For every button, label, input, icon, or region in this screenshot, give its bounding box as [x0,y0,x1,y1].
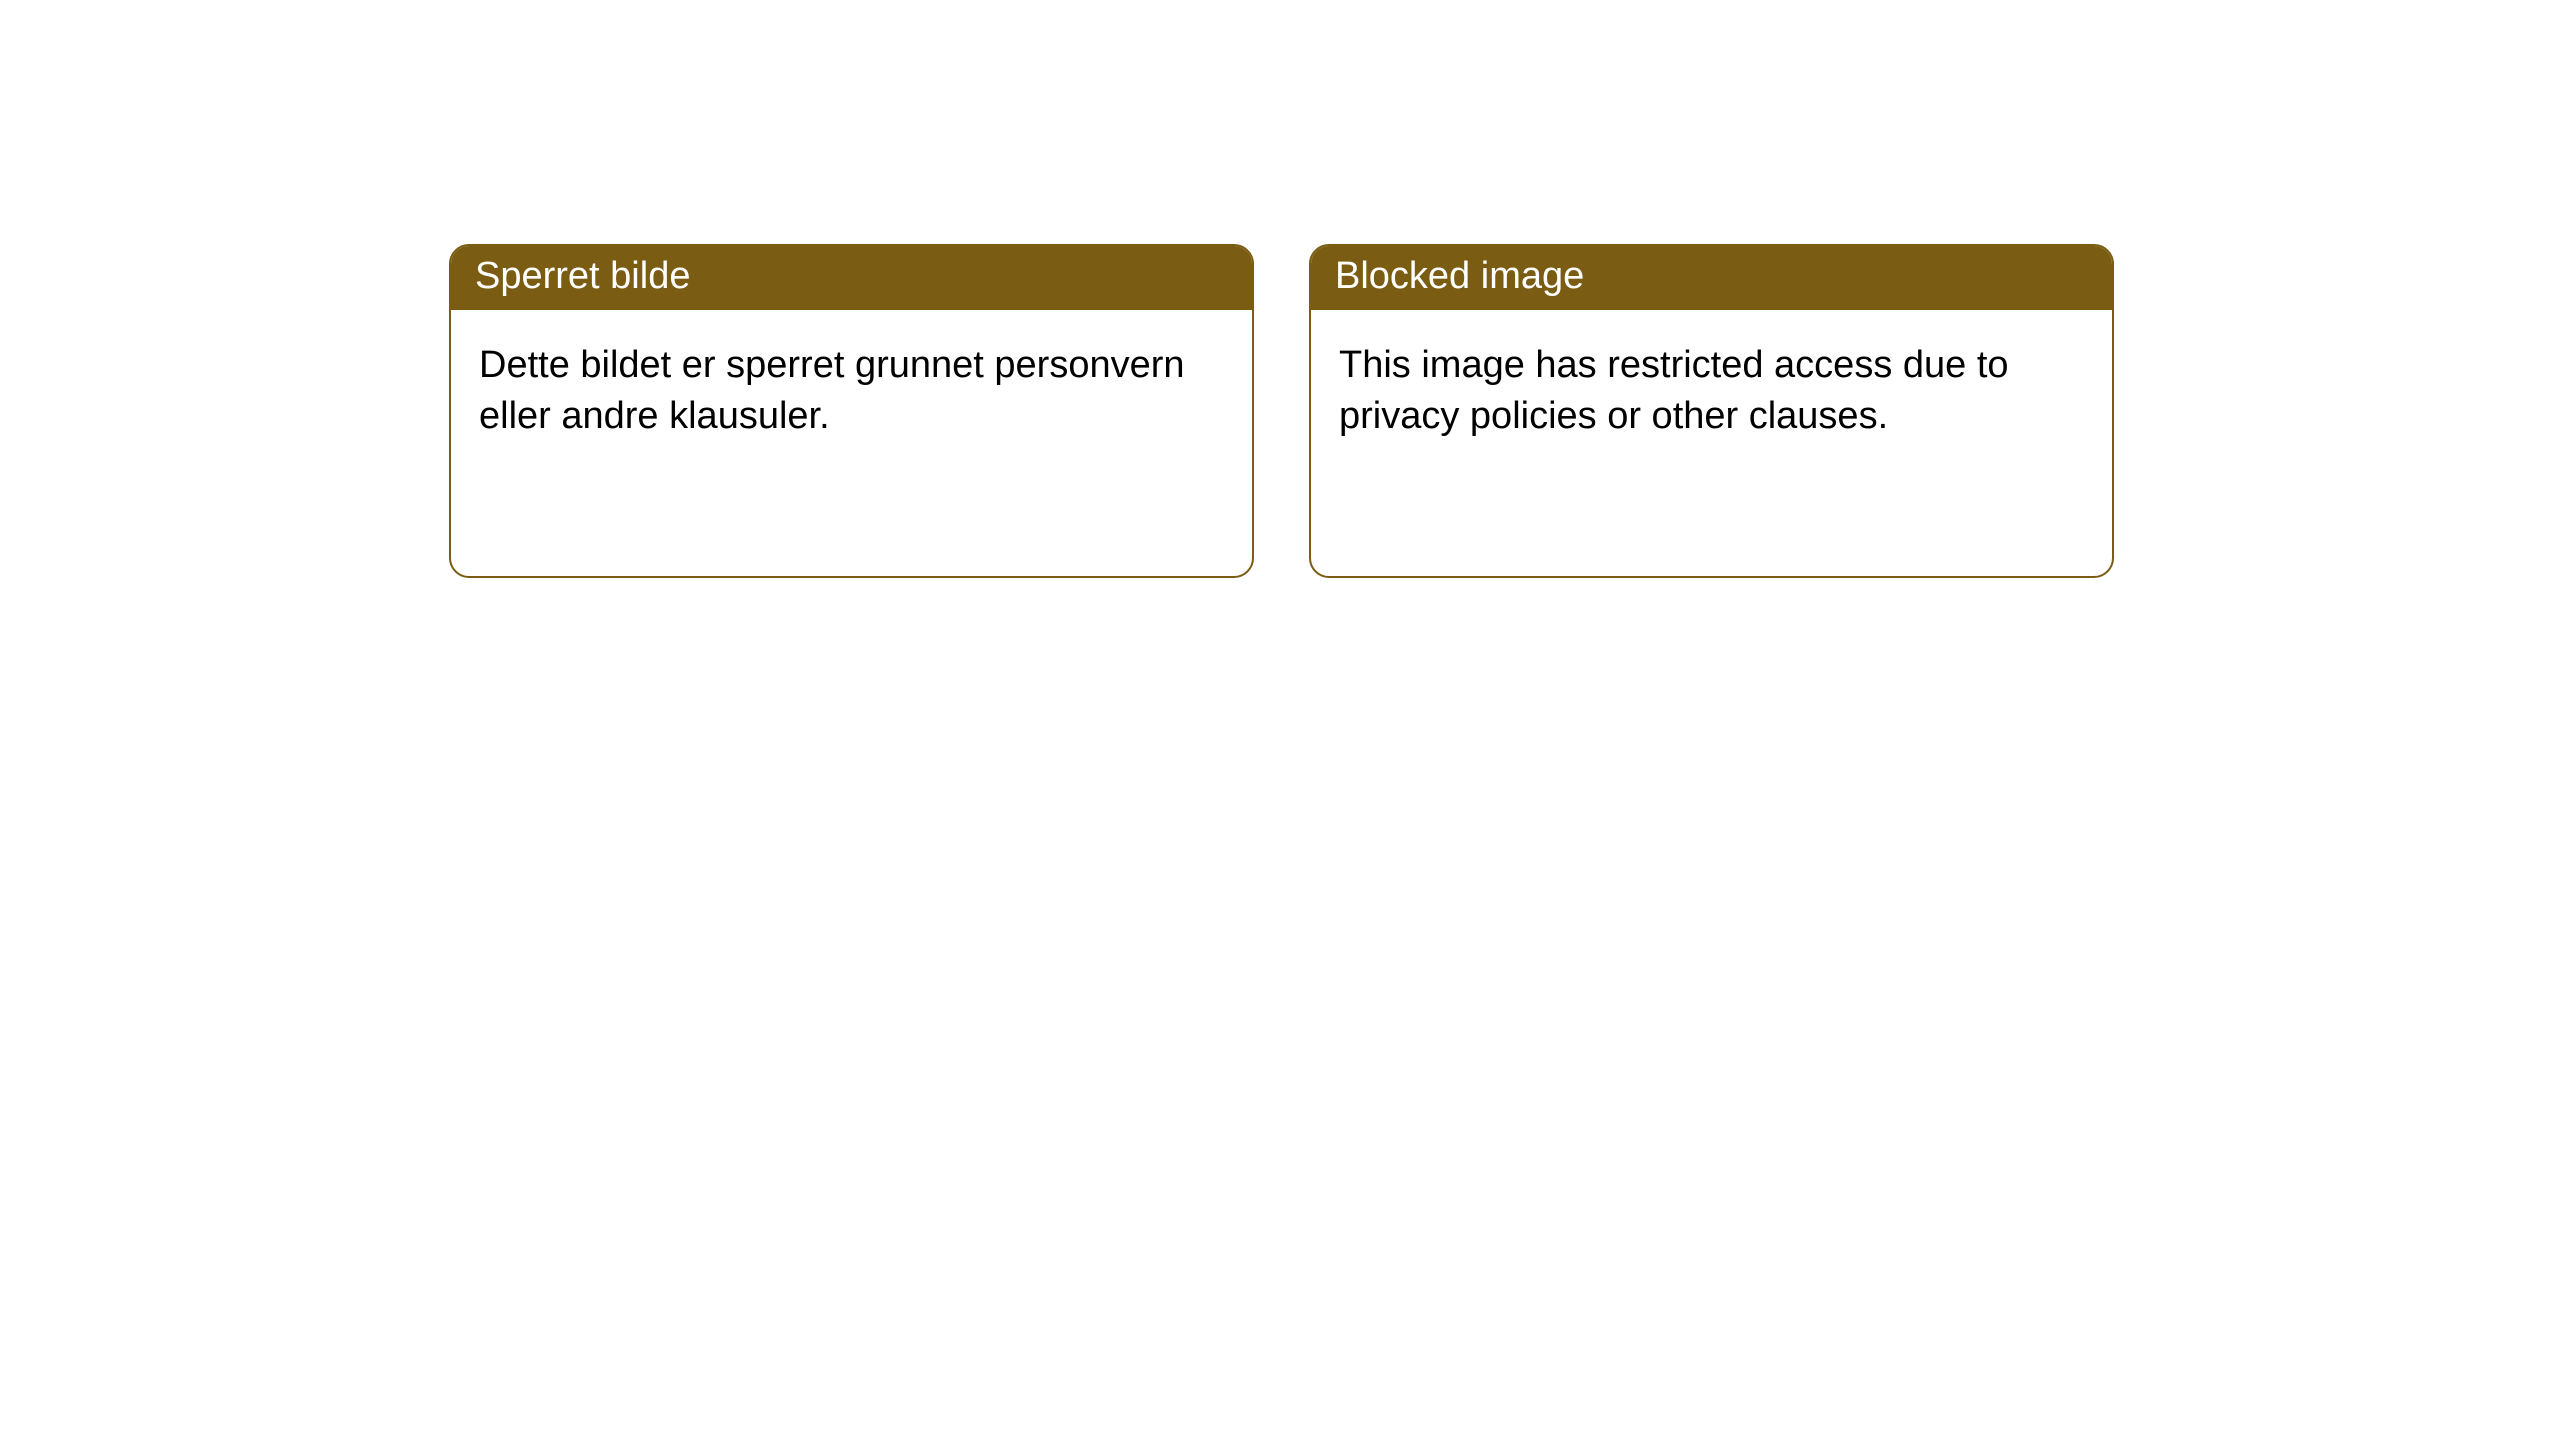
card-body-en: This image has restricted access due to … [1311,310,2112,473]
card-title-no: Sperret bilde [451,246,1252,310]
notice-container: Sperret bilde Dette bildet er sperret gr… [0,0,2560,578]
blocked-image-card-no: Sperret bilde Dette bildet er sperret gr… [449,244,1254,578]
card-title-en: Blocked image [1311,246,2112,310]
card-body-no: Dette bildet er sperret grunnet personve… [451,310,1252,473]
blocked-image-card-en: Blocked image This image has restricted … [1309,244,2114,578]
